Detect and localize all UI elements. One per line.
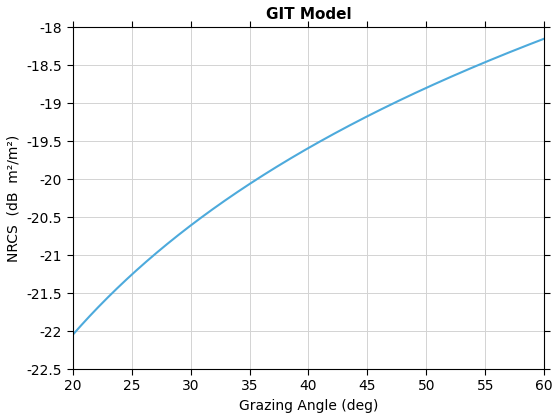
X-axis label: Grazing Angle (deg): Grazing Angle (deg) — [239, 399, 378, 413]
Title: GIT Model: GIT Model — [265, 7, 351, 22]
Y-axis label: NRCS  (dB  m²/m²): NRCS (dB m²/m²) — [7, 134, 21, 262]
